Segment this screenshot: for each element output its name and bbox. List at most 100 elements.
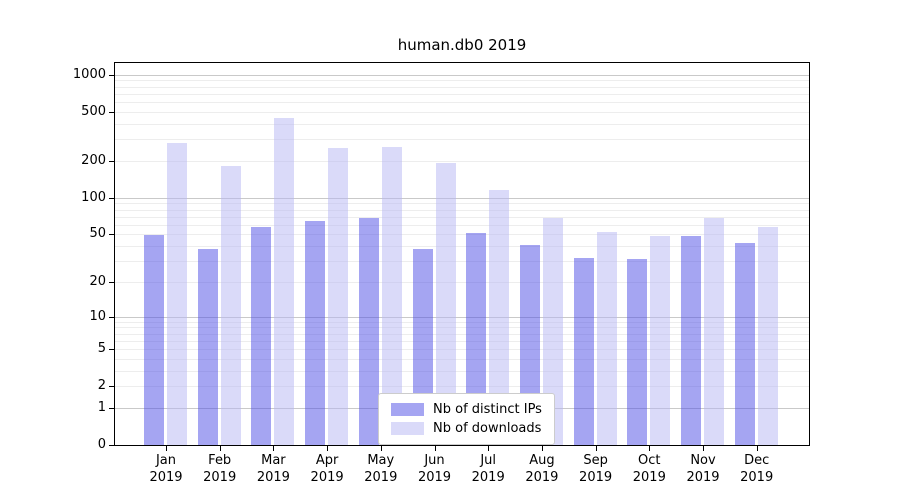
y-tick-mark-1	[109, 407, 114, 409]
bar-downloads-may	[381, 146, 402, 445]
bar-downloads-aug	[542, 218, 563, 445]
y-tick-mark-0	[109, 445, 114, 446]
y-tick-label-50: 50	[89, 226, 106, 242]
y-tick-mark-5	[109, 349, 114, 350]
gridline-1000	[115, 74, 809, 76]
gridline-90	[115, 203, 809, 205]
chart-title: human.db0 2019	[397, 36, 527, 54]
gridline-2	[115, 386, 809, 388]
legend-swatch-downloads	[391, 422, 424, 435]
bar-downloads-nov	[704, 218, 724, 445]
y-tick-mark-500	[109, 111, 114, 113]
plot-area: Nb of distinct IPs Nb of downloads	[114, 62, 810, 446]
x-tick-mark-feb	[219, 446, 221, 451]
gridline-70	[115, 216, 809, 218]
bar-distinct-ips-jul	[466, 233, 487, 445]
y-tick-mark-200	[109, 160, 114, 162]
x-tick-label-sep: Sep 2019	[579, 453, 613, 485]
bar-distinct-ips-nov	[681, 236, 701, 445]
gridline-50	[115, 234, 809, 236]
y-tick-label-2: 2	[97, 378, 106, 394]
bar-distinct-ips-mar	[251, 226, 272, 445]
bar-downloads-jan	[167, 143, 187, 445]
bar-distinct-ips-sep	[573, 257, 594, 445]
gridline-400	[115, 123, 809, 125]
y-tick-label-100: 100	[81, 189, 106, 205]
grid-layer	[115, 63, 809, 445]
y-tick-label-20: 20	[89, 273, 106, 289]
x-tick-mark-jul	[488, 446, 490, 451]
x-tick-mark-dec	[756, 446, 758, 451]
bar-downloads-apr	[328, 147, 349, 445]
y-tick-label-200: 200	[81, 152, 106, 168]
gridline-10	[115, 316, 809, 318]
gridline-4	[115, 358, 809, 360]
gridline-8	[115, 327, 809, 329]
gridline-3	[115, 370, 809, 372]
bar-downloads-mar	[274, 117, 295, 445]
x-tick-label-dec: Dec 2019	[740, 453, 774, 485]
x-tick-mark-nov	[703, 446, 704, 451]
y-tick-mark-50	[109, 234, 114, 236]
gridline-40	[115, 246, 809, 247]
gridline-100	[115, 197, 809, 199]
gridline-60	[115, 224, 809, 226]
bars-layer	[115, 63, 809, 445]
y-tick-label-1: 1	[97, 399, 106, 415]
bar-downloads-jun	[435, 163, 456, 445]
gridline-300	[115, 139, 809, 141]
x-tick-label-mar: Mar 2019	[256, 453, 290, 485]
legend-item-distinct-ips: Nb of distinct IPs	[391, 400, 542, 419]
x-tick-label-nov: Nov 2019	[686, 453, 720, 485]
gridline-600	[115, 102, 809, 104]
bar-distinct-ips-feb	[197, 248, 218, 445]
x-tick-mark-apr	[327, 446, 329, 451]
bar-downloads-feb	[220, 165, 241, 445]
x-tick-mark-aug	[541, 446, 543, 451]
legend-label-distinct-ips: Nb of distinct IPs	[433, 402, 542, 417]
bar-distinct-ips-dec	[734, 243, 755, 445]
bar-downloads-dec	[757, 227, 778, 445]
gridline-6	[115, 340, 809, 342]
bar-distinct-ips-jan	[144, 235, 164, 445]
legend: Nb of distinct IPs Nb of downloads	[378, 393, 555, 445]
gridline-800	[115, 86, 809, 88]
y-tick-label-1000: 1000	[72, 66, 106, 82]
x-tick-label-feb: Feb 2019	[203, 453, 237, 485]
x-tick-label-apr: Apr 2019	[310, 453, 344, 485]
bar-distinct-ips-apr	[305, 221, 326, 445]
x-tick-label-oct: Oct 2019	[632, 453, 666, 485]
bar-downloads-jul	[489, 189, 510, 445]
y-tick-mark-10	[109, 316, 114, 318]
x-tick-mark-oct	[649, 446, 651, 451]
gridline-30	[115, 261, 809, 262]
y-tick-mark-2	[109, 386, 114, 388]
bar-downloads-oct	[650, 236, 671, 445]
gridline-20	[115, 281, 809, 283]
legend-swatch-distinct-ips	[391, 403, 424, 416]
x-tick-label-jun: Jun 2019	[417, 453, 452, 485]
legend-label-downloads: Nb of downloads	[433, 421, 542, 436]
x-tick-label-may: May 2019	[364, 453, 398, 485]
y-tick-mark-20	[109, 281, 114, 283]
y-tick-label-10: 10	[89, 308, 106, 324]
gridline-7	[115, 333, 809, 335]
y-tick-mark-100	[109, 197, 114, 199]
gridline-500	[115, 111, 809, 113]
bar-distinct-ips-may	[358, 218, 379, 445]
gridline-9	[115, 321, 809, 323]
gridline-200	[115, 160, 809, 162]
gridline-80	[115, 209, 809, 211]
x-tick-label-aug: Aug 2019	[525, 453, 559, 485]
x-tick-label-jul: Jul 2019	[471, 453, 505, 485]
x-tick-mark-may	[380, 446, 382, 451]
y-tick-label-500: 500	[81, 103, 106, 119]
x-tick-label-jan: Jan 2019	[149, 453, 183, 485]
bar-downloads-sep	[596, 232, 617, 445]
y-tick-label-5: 5	[97, 341, 106, 356]
x-tick-mark-mar	[273, 446, 275, 451]
x-tick-mark-jun	[434, 446, 436, 451]
gridline-900	[115, 80, 809, 82]
gridline-5	[115, 349, 809, 350]
